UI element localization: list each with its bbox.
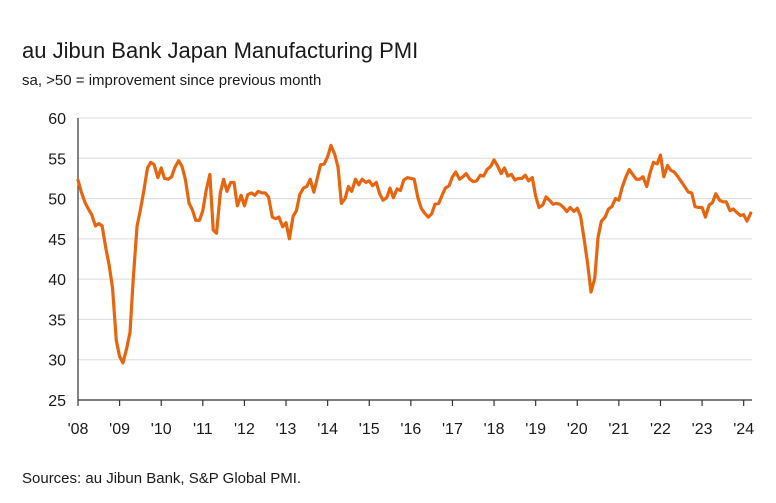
- x-tick-label: '18: [484, 421, 505, 438]
- x-tick-label: '12: [234, 421, 255, 438]
- x-tick-label: '13: [276, 421, 297, 438]
- x-tick-label: '08: [68, 421, 89, 438]
- x-tick-label: '24: [733, 421, 754, 438]
- y-tick-label: 50: [48, 192, 66, 209]
- axis-layer: 25 30 35 40 45 50 55 60 '08 '09 '10 '11 '12 '13 '14 '15…: [48, 111, 754, 438]
- x-tick-label: '17: [442, 421, 463, 438]
- x-tick-label: '14: [317, 421, 338, 438]
- y-tick-label: 45: [48, 232, 66, 249]
- y-tick-label: 25: [48, 393, 66, 410]
- series-line-pmi: [76, 143, 753, 365]
- chart-subtitle: sa, >50 = improvement since previous mon…: [22, 72, 322, 89]
- x-tick-label: '21: [608, 421, 629, 438]
- x-tick-label: '22: [650, 421, 671, 438]
- y-tick-label: 35: [48, 312, 66, 329]
- y-tick-label: 40: [48, 272, 66, 289]
- y-tick-label: 30: [48, 353, 66, 370]
- y-tick-label: 60: [48, 111, 66, 128]
- grid-layer: [78, 117, 752, 361]
- x-tick-label: '15: [359, 421, 380, 438]
- x-tick-label: '11: [193, 421, 213, 438]
- x-tick-label: '23: [692, 421, 713, 438]
- chart-source: Sources: au Jibun Bank, S&P Global PMI.: [22, 470, 302, 487]
- chart-title: au Jibun Bank Japan Manufacturing PMI: [22, 38, 419, 63]
- series-layer: [76, 143, 753, 365]
- x-tick-label: '20: [567, 421, 588, 438]
- x-tick-label: '19: [525, 421, 546, 438]
- y-tick-label: 55: [48, 151, 66, 168]
- x-tick-label: '09: [109, 421, 130, 438]
- x-tick-label: '16: [400, 421, 421, 438]
- x-tick-label: '10: [151, 421, 172, 438]
